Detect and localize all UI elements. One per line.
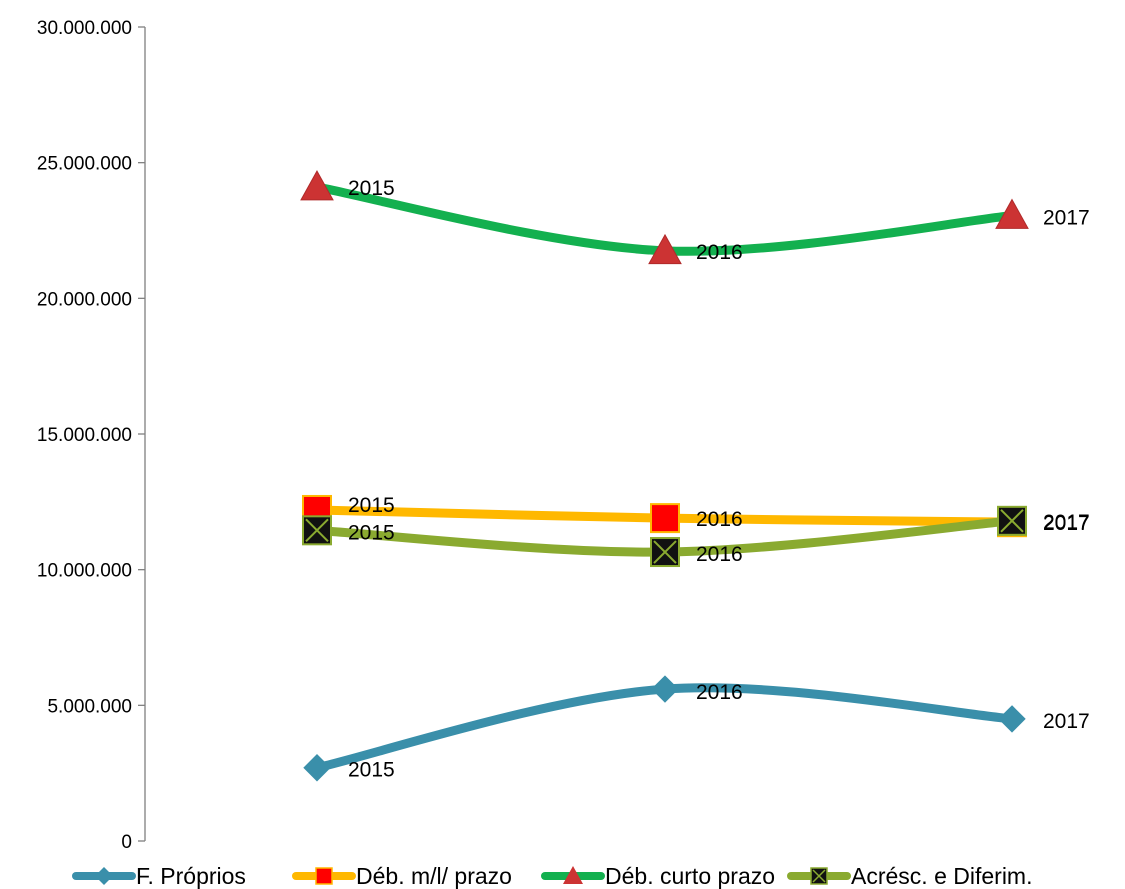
legend-label: Déb. curto prazo	[605, 863, 775, 889]
y-tick-label: 5.000.000	[47, 696, 132, 717]
data-label: 2017	[1043, 207, 1090, 230]
legend-item: Déb. m/l/ prazo	[292, 863, 512, 889]
data-label: 2015	[348, 177, 395, 200]
series-markers	[300, 170, 1029, 782]
marker-cross-b	[305, 518, 329, 543]
data-point	[300, 170, 334, 201]
data-label: 2016	[696, 543, 743, 566]
data-point	[650, 537, 680, 568]
marker-cross-b	[1000, 509, 1024, 533]
data-point	[995, 198, 1029, 229]
legend-item: Acrésc. e Diferim.	[787, 863, 1032, 889]
data-label: 2017	[1043, 710, 1090, 733]
y-tick-label: 10.000.000	[37, 561, 132, 582]
y-tick-label: 20.000.000	[37, 289, 132, 310]
y-tick-label: 30.000.000	[37, 18, 132, 39]
legend-label: Acrésc. e Diferim.	[851, 863, 1032, 889]
data-labels: 2015 2016 2017 2015 2016 2017 2015 2016 2017 2015…	[348, 177, 1090, 782]
data-label: 2017	[1043, 511, 1090, 534]
data-label: 2015	[348, 521, 395, 544]
y-axis: 0 5.000.000 10.000.000 15.000.000 20.000.000…	[37, 18, 146, 853]
data-label: 2015	[348, 759, 395, 782]
legend-label: Déb. m/l/ prazo	[356, 863, 512, 889]
data-point	[650, 503, 680, 534]
y-tick-label: 25.000.000	[37, 154, 132, 175]
data-point	[998, 705, 1026, 733]
data-point	[303, 754, 331, 782]
marker-cross-b	[653, 540, 677, 564]
data-label: 2016	[696, 508, 743, 531]
data-point	[651, 675, 679, 703]
y-tick-label: 15.000.000	[37, 425, 132, 446]
data-label: 2017	[1043, 512, 1090, 535]
data-label: 2016	[696, 681, 743, 704]
data-label: 2015	[348, 494, 395, 517]
data-point	[648, 233, 682, 265]
legend-marker-cross	[812, 869, 826, 883]
legend-marker	[315, 867, 333, 885]
y-tick-label: 0	[121, 832, 132, 853]
data-point	[302, 515, 332, 546]
legend-label: F. Próprios	[136, 863, 246, 889]
legend-marker	[95, 867, 113, 885]
legend-item: F. Próprios	[72, 863, 246, 889]
data-point	[997, 505, 1027, 536]
data-label: 2016	[696, 241, 743, 264]
legend-marker	[563, 866, 583, 884]
legend: F. Próprios Déb. m/l/ prazo Déb. curto pra…	[72, 863, 1032, 889]
legend-item: Déb. curto prazo	[541, 863, 775, 889]
